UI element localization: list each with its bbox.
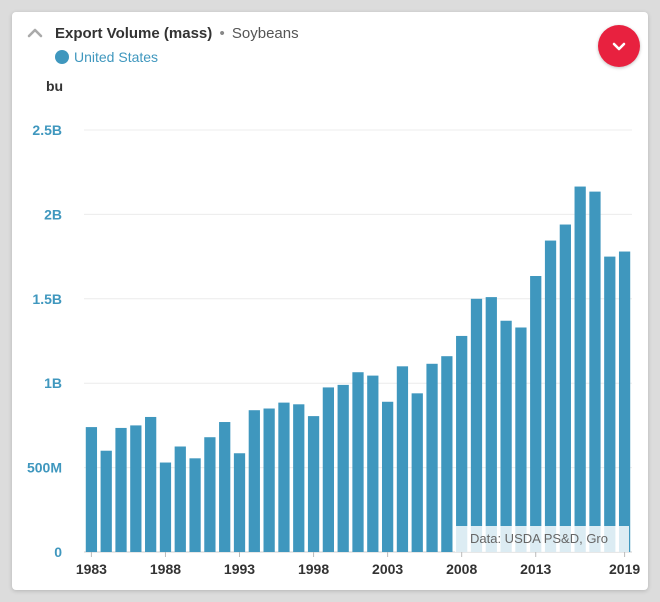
unit-label: bu — [46, 78, 63, 94]
bar-2006[interactable] — [426, 363, 438, 552]
bar-1986[interactable] — [130, 425, 142, 552]
chevron-up-icon — [27, 28, 43, 38]
source-note: Data: USDA PS&D, Gro — [455, 526, 629, 552]
bar-2009[interactable] — [470, 298, 483, 552]
bar-2008[interactable] — [456, 335, 468, 552]
bar-2015[interactable] — [559, 224, 571, 552]
bar-2007[interactable] — [441, 356, 453, 552]
x-tick-label: 2019 — [609, 561, 640, 577]
chart-header: Export Volume (mass) • Soybeans United S… — [12, 12, 648, 72]
bar-2013[interactable] — [530, 276, 542, 552]
bar-1993[interactable] — [233, 453, 246, 552]
item-subtitle: Soybeans — [231, 25, 299, 42]
bar-1990[interactable] — [189, 458, 201, 552]
collapse-button[interactable] — [26, 24, 44, 42]
bar-1989[interactable] — [174, 446, 186, 553]
bar-1999[interactable] — [322, 387, 335, 552]
bar-2012[interactable] — [515, 327, 527, 552]
legend-label: United States — [74, 49, 159, 65]
legend-item-united-states[interactable]: United States — [55, 49, 158, 65]
bar-1991[interactable] — [204, 437, 216, 552]
chart-title: Export Volume (mass) • Soybeans — [55, 25, 299, 42]
bar-2010[interactable] — [485, 297, 497, 552]
bar-1997[interactable] — [293, 404, 305, 552]
bar-1987[interactable] — [145, 416, 157, 552]
bar-2014[interactable] — [544, 240, 557, 552]
bar-1994[interactable] — [248, 410, 260, 552]
bar-2018[interactable] — [604, 256, 616, 552]
y-tick-label: 500M — [27, 460, 62, 476]
bar-1992[interactable] — [219, 422, 231, 552]
bar-2000[interactable] — [337, 384, 349, 552]
bar-2019[interactable] — [618, 251, 631, 552]
y-tick-label: 1.5B — [32, 291, 62, 307]
bar-2004[interactable] — [396, 366, 409, 552]
metric-title: Export Volume (mass) — [55, 25, 213, 42]
bar-2011[interactable] — [500, 320, 512, 552]
bar-chart: 0 500M 1B 1.5B 2B 2.5B 1983 1988 1993 1998 2003 20… — [27, 78, 640, 577]
bar-1985[interactable] — [115, 427, 127, 552]
bar-1996[interactable] — [278, 402, 290, 552]
x-tick-label: 1998 — [298, 561, 329, 577]
bar-2005[interactable] — [411, 393, 423, 552]
y-tick-label: 2.5B — [32, 122, 62, 138]
chevron-down-icon — [612, 42, 626, 51]
menu-button[interactable] — [598, 25, 640, 67]
bar-2002[interactable] — [367, 375, 379, 552]
bar-1998[interactable] — [307, 416, 320, 552]
bar-2017[interactable] — [589, 191, 601, 552]
bar-1988[interactable] — [159, 462, 172, 552]
legend-swatch — [55, 50, 69, 64]
x-tick-label: 1993 — [224, 561, 255, 577]
bar-2001[interactable] — [352, 372, 364, 552]
y-tick-label: 1B — [44, 375, 62, 391]
y-tick-label: 0 — [54, 544, 62, 560]
bar-2016[interactable] — [574, 186, 586, 552]
bar-1995[interactable] — [263, 408, 275, 552]
x-tick-label: 1988 — [150, 561, 181, 577]
title-separator: • — [219, 25, 225, 42]
chart-card: Export Volume (mass) • Soybeans United S… — [12, 12, 648, 590]
y-axis-ticks: 0 500M 1B 1.5B 2B 2.5B — [27, 122, 62, 560]
bars — [85, 186, 631, 553]
bar-1984[interactable] — [100, 450, 112, 552]
bar-2003[interactable] — [381, 401, 394, 552]
x-tick-label: 2008 — [446, 561, 477, 577]
x-axis-ticks: 1983 1988 1993 1998 2003 2008 2013 2019 — [76, 552, 640, 577]
x-tick-label: 2003 — [372, 561, 403, 577]
bar-1983[interactable] — [85, 427, 98, 552]
x-tick-label: 1983 — [76, 561, 107, 577]
x-tick-label: 2013 — [520, 561, 551, 577]
y-tick-label: 2B — [44, 206, 62, 222]
